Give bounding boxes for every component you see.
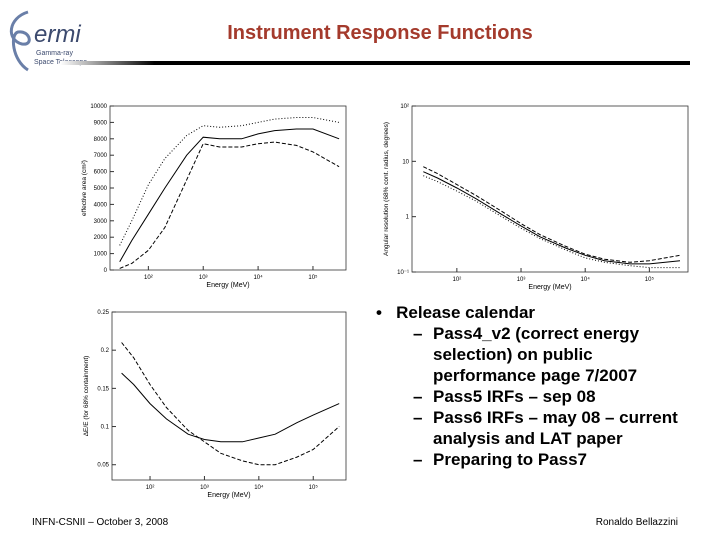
- sub-bullet: – Pass6 IRFs – may 08 – current analysis …: [413, 408, 678, 448]
- y-axis-label: Angular resolution (68% cont. radius, de…: [383, 122, 390, 256]
- y-tick-label: 10²: [400, 104, 409, 110]
- bullet: • Release calendar: [376, 303, 536, 322]
- y-tick-label: 3000: [94, 219, 108, 225]
- x-tick-label: 10³: [517, 277, 526, 283]
- x-axis-label: Energy (MeV): [528, 284, 571, 291]
- data-line: [121, 342, 340, 466]
- data-line: [119, 117, 340, 246]
- x-tick-label: 10⁵: [645, 276, 655, 283]
- y-tick-label: 6000: [94, 170, 108, 176]
- logo-swirl: [10, 10, 31, 72]
- data-line: [423, 171, 681, 265]
- y-tick-label: 10: [402, 159, 409, 165]
- y-tick-label: 2000: [94, 235, 108, 241]
- x-tick-label: 10⁵: [308, 274, 318, 281]
- sub-bullets: – Pass4_v2 (correct energy selection) on …: [376, 323, 696, 470]
- data-line: [423, 166, 681, 263]
- y-tick-label: 0.05: [97, 463, 109, 469]
- y-tick-label: 1: [406, 215, 410, 221]
- x-tick-label: 10²: [146, 485, 155, 491]
- x-tick-label: 10²: [453, 277, 462, 283]
- y-tick-label: 10000: [90, 104, 107, 110]
- y-tick-label: 0.2: [101, 348, 110, 354]
- logo-name: ermi: [34, 21, 81, 48]
- y-tick-label: 5000: [94, 186, 108, 192]
- sub-bullet-text: Preparing to Pass7: [433, 450, 588, 469]
- x-tick-label: 10⁴: [254, 484, 264, 491]
- x-tick-label: 10³: [199, 275, 208, 281]
- bullet-heading: Release calendar: [396, 303, 536, 322]
- plot-frame: [411, 105, 689, 273]
- y-tick-label: 4000: [94, 202, 108, 208]
- data-line: [119, 128, 340, 263]
- data-line: [423, 175, 680, 269]
- y-tick-label: 0.15: [97, 386, 109, 392]
- y-tick-label: 10⁻¹: [397, 270, 409, 276]
- x-tick-label: 10⁴: [253, 274, 263, 281]
- footer-right: Ronaldo Bellazzini: [595, 517, 678, 528]
- x-tick-label: 10²: [144, 275, 153, 281]
- sub-bullet-text: Pass6 IRFs – may 08 – current analysis a…: [433, 408, 678, 448]
- plots: 10² 10³ 10⁴ 10⁵ 0 1000 2000 3000 4000 5000 6000 700…: [81, 104, 689, 499]
- footer-left: INFN-CSNII – October 3, 2008: [32, 517, 169, 528]
- x-axis-label: Energy (MeV): [207, 492, 250, 499]
- sub-bullet-text: Pass5 IRFs – sep 08: [433, 387, 596, 406]
- x-axis-label: Energy (MeV): [206, 282, 249, 289]
- sub-bullet: – Pass5 IRFs – sep 08: [413, 387, 596, 406]
- data-line: [119, 141, 340, 269]
- y-tick-label: 1000: [94, 252, 108, 258]
- data-line: [121, 372, 340, 443]
- x-tick-label: 10⁵: [309, 484, 319, 491]
- y-tick-label: 9000: [94, 120, 108, 126]
- plot-frame: [111, 311, 347, 481]
- bullet-list: • Release calendar – Pass4_v2 (correct en…: [376, 302, 696, 470]
- x-tick-label: 10³: [200, 485, 209, 491]
- y-axis-label: effective area (cm²): [81, 160, 88, 216]
- logo-line: Gamma-ray: [36, 50, 73, 57]
- y-axis-label: ΔE/E (for 68% containment): [83, 356, 90, 437]
- title-rule: [60, 61, 690, 65]
- y-tick-label: 0: [104, 268, 108, 274]
- x-tick-label: 10⁴: [581, 276, 591, 283]
- y-tick-label: 7000: [94, 153, 108, 159]
- y-tick-label: 0.25: [97, 310, 109, 316]
- y-tick-label: 8000: [94, 137, 108, 143]
- sub-bullet: – Preparing to Pass7: [413, 450, 588, 469]
- y-tick-label: 0.1: [101, 425, 110, 431]
- plot-frame: [109, 105, 347, 271]
- sub-bullet-text: Pass4_v2 (correct energy selection) on p…: [433, 324, 640, 385]
- sub-bullet: – Pass4_v2 (correct energy selection) on …: [413, 324, 640, 385]
- slide-title: Instrument Response Functions: [227, 22, 533, 44]
